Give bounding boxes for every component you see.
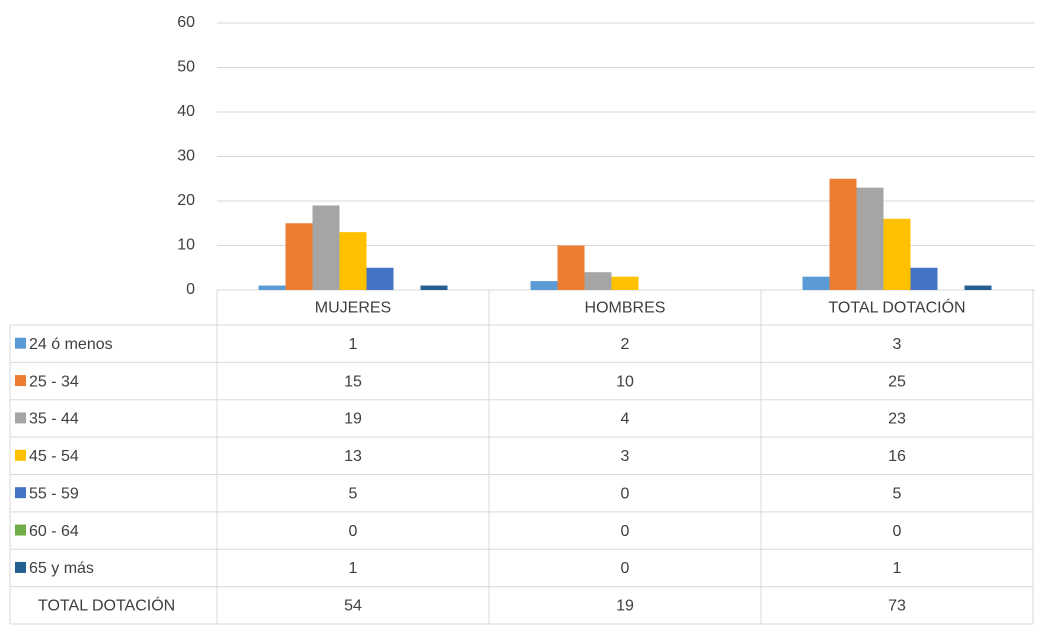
table-value: 1	[893, 560, 902, 577]
table-value: 4	[621, 411, 630, 428]
y-tick-label: 30	[177, 148, 195, 165]
y-tick-label: 0	[186, 281, 195, 298]
legend-key	[15, 375, 26, 387]
legend-key	[15, 337, 26, 349]
bar	[285, 223, 313, 290]
table-value: 23	[888, 411, 906, 428]
total-value: 73	[888, 598, 906, 615]
bar	[611, 276, 639, 290]
x-tick-label: MUJERES	[315, 300, 391, 317]
bar	[339, 232, 367, 290]
legend-label: 65 y más	[29, 560, 94, 577]
bar	[883, 218, 911, 290]
x-tick-label: TOTAL DOTACIÓN	[828, 298, 965, 317]
table-value: 25	[888, 373, 906, 390]
bar	[258, 285, 286, 290]
total-value: 54	[344, 598, 362, 615]
bar	[366, 267, 394, 290]
legend-key	[15, 524, 26, 536]
legend-label: 25 - 34	[29, 373, 79, 390]
y-tick-label: 10	[177, 237, 195, 254]
total-value: 19	[616, 598, 634, 615]
legend-key	[15, 561, 26, 573]
table-value: 0	[621, 523, 630, 540]
legend-key	[15, 487, 26, 499]
table-value: 0	[621, 560, 630, 577]
x-tick-label: HOMBRES	[585, 300, 666, 317]
table-value: 10	[616, 373, 634, 390]
bar	[312, 205, 340, 290]
legend-label: 45 - 54	[29, 448, 79, 465]
bar	[856, 187, 884, 290]
legend-key	[15, 449, 26, 461]
bar	[557, 245, 585, 290]
legend-label: 24 ó menos	[29, 336, 113, 353]
table-value: 5	[349, 485, 358, 502]
legend-label: 55 - 59	[29, 485, 79, 502]
table-value: 19	[344, 411, 362, 428]
y-tick-label: 60	[177, 14, 195, 31]
bar	[420, 285, 448, 290]
y-tick-label: 50	[177, 59, 195, 76]
bar	[910, 267, 938, 290]
table-value: 2	[621, 336, 630, 353]
bar	[802, 276, 830, 290]
table-value: 0	[893, 523, 902, 540]
bar	[829, 178, 857, 290]
legend-key	[15, 412, 26, 424]
legend-label: 60 - 64	[29, 523, 79, 540]
bar	[964, 285, 992, 290]
table-value: 3	[621, 448, 630, 465]
table-value: 5	[893, 485, 902, 502]
table-value: 16	[888, 448, 906, 465]
bar	[530, 281, 558, 290]
table-value: 1	[349, 336, 358, 353]
table-value: 15	[344, 373, 362, 390]
bar	[584, 272, 612, 290]
table-value: 13	[344, 448, 362, 465]
table-value: 0	[621, 485, 630, 502]
table-value: 1	[349, 560, 358, 577]
legend-label: 35 - 44	[29, 411, 79, 428]
table-value: 0	[349, 523, 358, 540]
y-tick-label: 20	[177, 192, 195, 209]
table-value: 3	[893, 336, 902, 353]
total-label: TOTAL DOTACIÓN	[38, 596, 175, 615]
y-tick-label: 40	[177, 103, 195, 120]
